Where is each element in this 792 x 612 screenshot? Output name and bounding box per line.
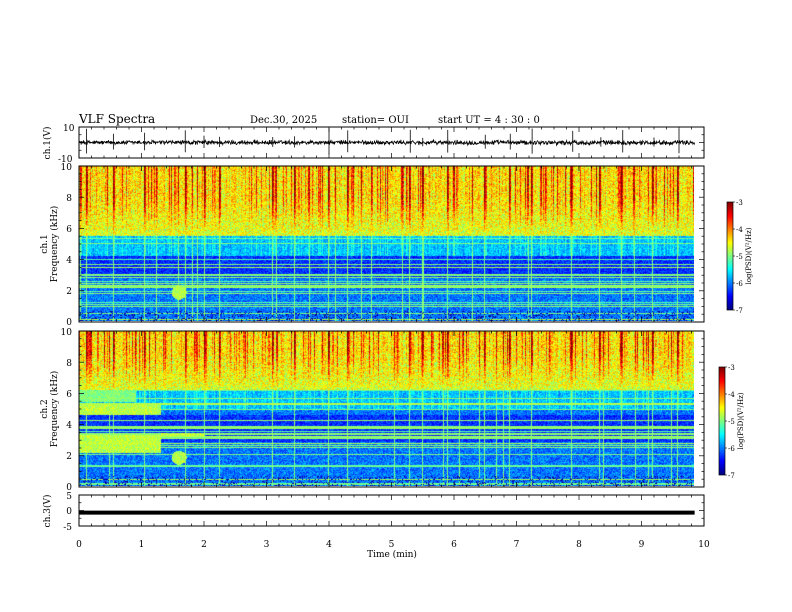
- ch1-waveform-trace: [78, 128, 696, 155]
- ch2-spec-ytick-8: 8: [66, 359, 72, 369]
- x-tick-label: 2: [201, 540, 207, 550]
- cbar1-tick-m5: -5: [736, 253, 743, 261]
- ch2-spectrogram-image: [79, 331, 694, 486]
- ch1-waveform-ylabel: ch.1(V): [42, 127, 53, 160]
- ch1-spec-ytick-0: 0: [66, 318, 72, 328]
- x-tick-label: 3: [264, 540, 270, 550]
- x-tick-label: 4: [326, 540, 332, 550]
- start-time-label: start UT = 4 : 30 : 0: [438, 115, 540, 126]
- cbar1-tick-m4: -4: [736, 226, 743, 234]
- cbar2-tick-m7: -7: [728, 472, 735, 480]
- ch3-waveform-frame: [78, 494, 705, 527]
- x-tick-label: 9: [639, 540, 645, 550]
- ch1-waveform-panel: 10 -10 ch.1(V): [42, 124, 705, 165]
- x-tick-label: 7: [514, 540, 520, 550]
- x-axis-tick-labels: 0 1 2 3 4 5 6 7 8 9 10: [76, 540, 710, 550]
- cbar1-tick-m6: -6: [736, 280, 743, 288]
- ch1-spec-ytick-2: 2: [66, 287, 72, 297]
- ch2-spec-ytick-0: 0: [66, 483, 72, 493]
- ch2-spectrogram-ticks: [78, 330, 705, 488]
- cbar2-tick-m5: -5: [728, 418, 735, 426]
- ch1-spec-ytick-10: 10: [61, 163, 73, 173]
- cbar1-tick-m7: -7: [736, 307, 743, 315]
- ch2-spec-ytick-10: 10: [61, 328, 73, 338]
- ch1-noise-line: [78, 138, 696, 147]
- x-tick-label: 10: [698, 540, 710, 550]
- x-axis-label: Time (min): [367, 549, 417, 560]
- station-label: station= OUI: [342, 115, 409, 126]
- ch1-ytick-top: 10: [63, 124, 75, 134]
- ch3-ytick-top: 5: [66, 492, 72, 502]
- ch3-ytick-mid: 0: [66, 507, 72, 517]
- x-tick-label: 8: [576, 540, 582, 550]
- ch1-colorbar: -3 -4 -5 -6 -7 log(PSD)(V²/Hz): [726, 199, 753, 315]
- ch2-spec-ylabel: Frequency (kHz): [49, 371, 60, 448]
- figure-title: VLF Spectra: [78, 112, 155, 126]
- ch2-spec-ytick-2: 2: [66, 452, 72, 462]
- x-tick-label: 5: [389, 540, 395, 550]
- ch1-spec-ytick-4: 4: [66, 256, 72, 266]
- ch1-spec-ylabel: Frequency (kHz): [49, 206, 60, 283]
- cbar2-tick-m4: -4: [728, 391, 735, 399]
- ch2-colorbar: -3 -4 -5 -6 -7 log(PSD)(V²/Hz): [718, 364, 745, 480]
- cbar2-label: log(PSD)(V²/Hz): [737, 392, 745, 449]
- ch2-spec-ytick-4: 4: [66, 421, 72, 431]
- ch1-colorbar-gradient: [727, 202, 733, 310]
- ch3-waveform-ticks: [78, 494, 705, 527]
- ch1-spectrogram-ticks: [78, 165, 705, 323]
- ch2-colorbar-gradient: [719, 367, 725, 475]
- cbar1-tick-m3: -3: [736, 199, 743, 207]
- ch1-spectrogram-image: [79, 166, 694, 321]
- ch1-spectrogram-panel: 0 2 4 6 8 10 ch.1 Frequency (kHz): [40, 163, 705, 328]
- ch3-waveform-ylabel: ch.3(V): [42, 495, 53, 528]
- ch1-spec-channel-label: ch.1: [40, 234, 50, 253]
- x-tick-label: 0: [76, 540, 82, 550]
- x-tick-label: 6: [451, 540, 457, 550]
- cbar2-tick-m3: -3: [728, 364, 735, 372]
- x-tick-label: 1: [139, 540, 145, 550]
- ch1-waveform-ticks: [78, 126, 705, 159]
- ch2-spec-ytick-6: 6: [66, 390, 72, 400]
- ch1-spec-ytick-6: 6: [66, 225, 72, 235]
- cbar2-tick-m6: -6: [728, 445, 735, 453]
- ch1-ytick-bottom: -10: [58, 155, 73, 165]
- date-label: Dec.30, 2025: [250, 115, 317, 126]
- ch3-ytick-bottom: -5: [63, 523, 72, 533]
- cbar1-label: log(PSD)(V²/Hz): [745, 227, 753, 284]
- ch2-spectrogram-panel: 0 2 4 6 8 10 ch.2 Frequency (kHz): [40, 328, 705, 493]
- ch1-spec-ytick-8: 8: [66, 194, 72, 204]
- ch3-waveform-panel: 5 0 -5 ch.3(V): [42, 492, 705, 533]
- ch2-spec-channel-label: ch.2: [40, 399, 50, 418]
